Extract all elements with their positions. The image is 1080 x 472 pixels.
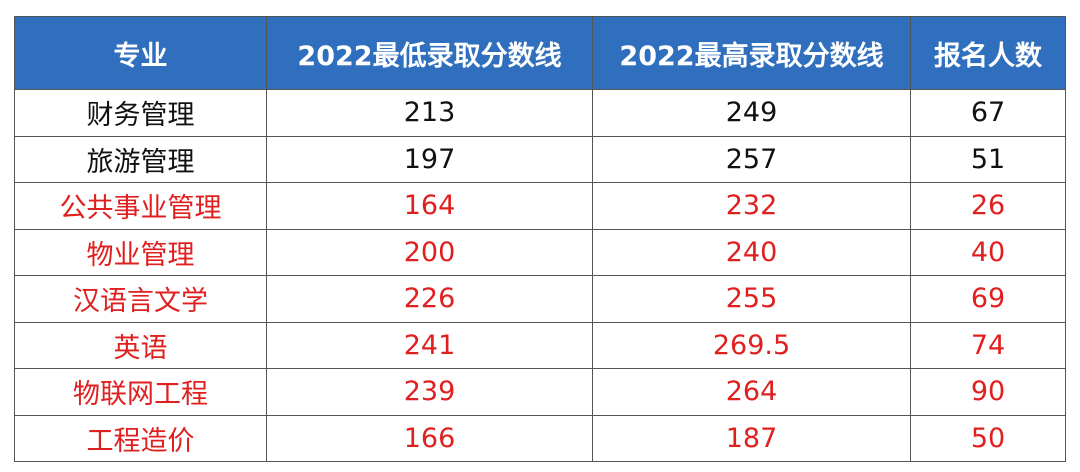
header-min-score: 2022最低录取分数线 (266, 16, 593, 90)
header-max-score: 2022最高录取分数线 (592, 16, 911, 90)
cell-min-score: 226 (266, 275, 593, 323)
cell-major: 物联网工程 (14, 368, 267, 416)
cell-min-score: 213 (266, 89, 593, 137)
cell-major: 物业管理 (14, 228, 267, 276)
cell-applicants: 69 (910, 275, 1066, 323)
table-row: 英语 241 269.5 74 (14, 321, 1066, 369)
cell-max-score: 255 (592, 275, 911, 323)
header-row: 专业 2022最低录取分数线 2022最高录取分数线 报名人数 (14, 16, 1066, 90)
cell-major: 汉语言文学 (14, 275, 267, 323)
table-row: 汉语言文学 226 255 69 (14, 275, 1066, 323)
cell-applicants: 74 (910, 321, 1066, 369)
cell-min-score: 164 (266, 182, 593, 230)
admission-table: 专业 2022最低录取分数线 2022最高录取分数线 报名人数 财务管理 213… (14, 16, 1066, 462)
cell-min-score: 200 (266, 228, 593, 276)
cell-max-score: 249 (592, 89, 911, 137)
header-major: 专业 (14, 16, 267, 90)
cell-major: 工程造价 (14, 414, 267, 462)
cell-max-score: 264 (592, 368, 911, 416)
cell-min-score: 166 (266, 414, 593, 462)
cell-major: 英语 (14, 321, 267, 369)
cell-major: 财务管理 (14, 89, 267, 137)
table-row: 工程造价 166 187 50 (14, 414, 1066, 462)
cell-major: 公共事业管理 (14, 182, 267, 230)
cell-min-score: 197 (266, 135, 593, 183)
table-row: 财务管理 213 249 67 (14, 89, 1066, 137)
table-body: 财务管理 213 249 67 旅游管理 197 257 51 公共事业管理 1… (14, 89, 1066, 462)
cell-applicants: 67 (910, 89, 1066, 137)
table-row: 物业管理 200 240 40 (14, 228, 1066, 276)
table-header: 专业 2022最低录取分数线 2022最高录取分数线 报名人数 (14, 16, 1066, 90)
table-row: 物联网工程 239 264 90 (14, 368, 1066, 416)
header-applicants: 报名人数 (910, 16, 1066, 90)
cell-applicants: 50 (910, 414, 1066, 462)
cell-min-score: 241 (266, 321, 593, 369)
cell-max-score: 187 (592, 414, 911, 462)
cell-max-score: 240 (592, 228, 911, 276)
cell-major: 旅游管理 (14, 135, 267, 183)
cell-applicants: 26 (910, 182, 1066, 230)
cell-max-score: 257 (592, 135, 911, 183)
table-row: 旅游管理 197 257 51 (14, 135, 1066, 183)
cell-max-score: 269.5 (592, 321, 911, 369)
cell-min-score: 239 (266, 368, 593, 416)
table-row: 公共事业管理 164 232 26 (14, 182, 1066, 230)
cell-max-score: 232 (592, 182, 911, 230)
cell-applicants: 51 (910, 135, 1066, 183)
cell-applicants: 90 (910, 368, 1066, 416)
cell-applicants: 40 (910, 228, 1066, 276)
